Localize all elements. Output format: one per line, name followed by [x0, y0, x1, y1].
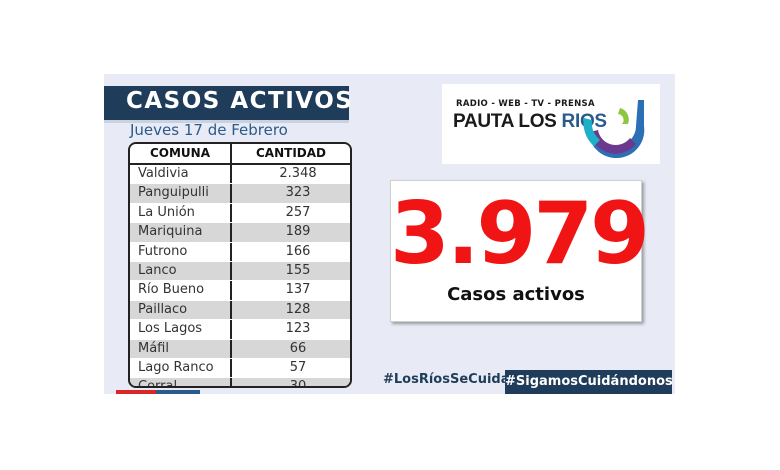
cell-comuna: Mariquina	[130, 223, 232, 242]
cell-comuna: Lago Ranco	[130, 358, 232, 378]
logo-name-part1: PAUTA LOS	[453, 111, 562, 132]
footer-stripe-blue	[156, 390, 200, 394]
table-row: Lago Ranco 57	[130, 358, 350, 379]
cell-cantidad: 2.348	[279, 166, 317, 181]
total-active-cases: 3.979	[390, 184, 650, 284]
cell-comuna: Lanco	[130, 261, 232, 281]
cell-comuna: Paillaco	[130, 300, 232, 320]
cell-cantidad: 323	[285, 185, 311, 201]
cell-cantidad: 123	[285, 321, 311, 337]
total-caption: Casos activos	[447, 284, 585, 305]
table-row: Lanco 155	[130, 261, 350, 282]
cell-comuna: Máfil	[130, 339, 232, 358]
logo-tagline: RADIO - WEB - TV - PRENSA	[456, 99, 595, 109]
table-header: COMUNA CANTIDAD	[130, 144, 350, 165]
total-card	[390, 180, 642, 322]
cell-comuna: Los Lagos	[130, 320, 232, 339]
cell-cantidad: 30	[289, 379, 307, 388]
table-row: Futrono 166	[130, 242, 350, 262]
cell-comuna: Corral	[130, 378, 232, 386]
cell-cantidad: 57	[289, 359, 307, 375]
cell-comuna: Río Bueno	[130, 281, 232, 300]
table-row: Valdivia 2.348	[130, 165, 350, 185]
cell-comuna: Valdivia	[130, 165, 232, 184]
column-header-comuna: COMUNA	[130, 144, 232, 163]
cell-cantidad: 189	[285, 224, 311, 240]
cell-comuna: Panguipulli	[130, 184, 232, 203]
table-body: Valdivia 2.348 Panguipulli 323 La Unión 257 Ma…	[130, 165, 350, 388]
hashtag-los-rios: #LosRíosSeCuida	[383, 372, 510, 387]
cell-cantidad: 128	[285, 301, 311, 317]
hashtag-sigamos: #SigamosCuidándonos	[505, 370, 673, 394]
table-row: Corral 30	[130, 378, 350, 388]
cases-table: COMUNA CANTIDAD Valdivia 2.348 Panguipulli…	[128, 142, 352, 388]
table-row: Mariquina 189	[130, 223, 350, 243]
cell-comuna: Futrono	[130, 242, 232, 261]
table-row: Máfil 66	[130, 339, 350, 359]
cell-cantidad: 66	[289, 340, 307, 356]
logo-swirl-icon	[583, 100, 645, 158]
table-row: Panguipulli 323	[130, 184, 350, 204]
title-banner	[104, 86, 349, 123]
table-row: Paillaco 128	[130, 300, 350, 321]
date-subtitle: Jueves 17 de Febrero	[130, 121, 288, 139]
cell-cantidad: 166	[285, 243, 311, 259]
column-header-cantidad: CANTIDAD	[256, 146, 326, 160]
cell-cantidad: 137	[285, 282, 311, 298]
table-row: Los Lagos 123	[130, 320, 350, 340]
cell-cantidad: 257	[285, 204, 311, 220]
cell-comuna: La Unión	[130, 203, 232, 223]
table-row: La Unión 257	[130, 203, 350, 224]
table-row: Río Bueno 137	[130, 281, 350, 301]
footer-stripe-red	[116, 390, 156, 394]
page-title: CASOS ACTIVOS	[126, 88, 354, 114]
cell-cantidad: 155	[285, 262, 311, 278]
